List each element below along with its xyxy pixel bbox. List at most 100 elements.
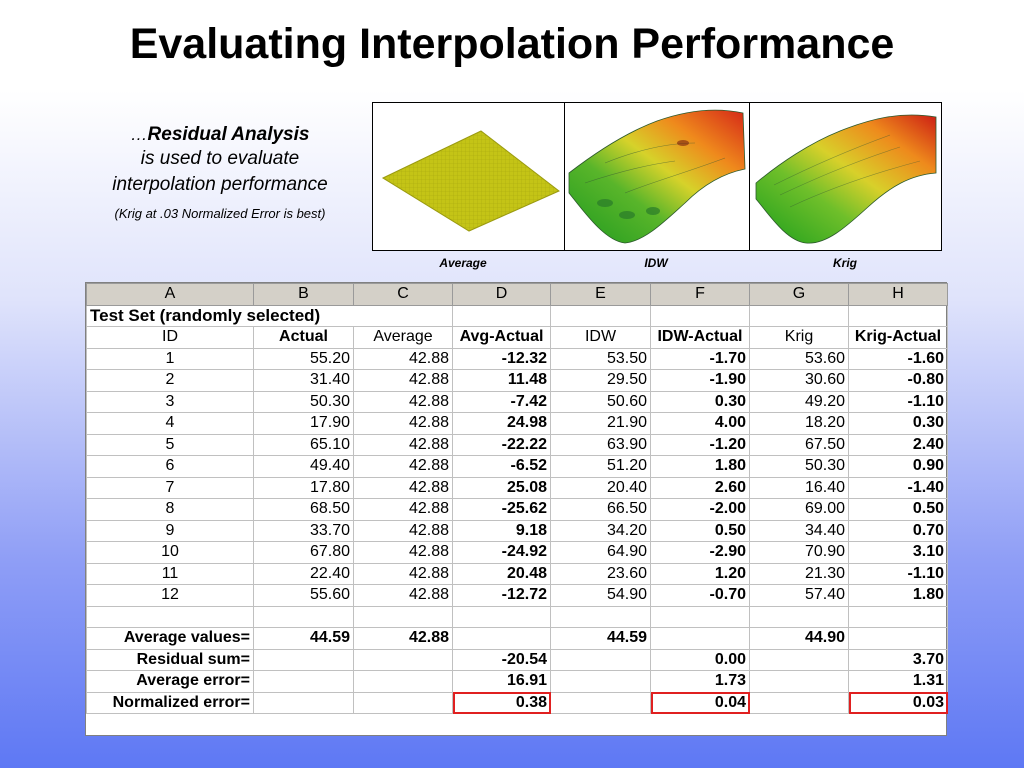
summary-value: 3.70 [848,648,948,671]
table-cell: 17.80 [253,476,354,499]
summary-row: Residual sum= -20.54 0.00 3.70 [86,648,948,671]
table-cell: 12 [86,584,254,607]
empty-cell [848,605,948,628]
idw-surface-graphic [568,109,746,244]
table-cell: 21.30 [749,562,849,585]
table-cell: 49.40 [253,455,354,478]
table-cell: 25.08 [452,476,551,499]
caption-krig: Krig [833,256,857,270]
summary-value [353,691,453,714]
table-cell: 5 [86,433,254,456]
table-cell: 53.60 [749,347,849,370]
table-cell: 1 [86,347,254,370]
table-cell: -22.22 [452,433,551,456]
summary-label: Average error= [86,670,254,693]
column-letter: F [650,283,750,306]
table-cell: 42.88 [353,476,453,499]
table-cell: 64.90 [550,541,651,564]
blank-row [86,605,948,628]
caption-idw: IDW [644,256,668,270]
table-cell: 18.20 [749,412,849,435]
table-cell: -1.20 [650,433,750,456]
summary-label: Residual sum= [86,648,254,671]
column-letter: A [86,283,254,306]
summary-value: 16.91 [452,670,551,693]
table-cell: 67.80 [253,541,354,564]
table-cell: 42.88 [353,412,453,435]
residual-table: A B C D E F G H Test Set (randomly selected) ID Ac… [86,283,948,714]
table-cell: 17.90 [253,412,354,435]
table-cell: 23.60 [550,562,651,585]
empty-cell [550,304,651,327]
table-cell: 50.60 [550,390,651,413]
table-cell: 63.90 [550,433,651,456]
table-cell: 42.88 [353,584,453,607]
table-cell: -2.00 [650,498,750,521]
column-letter: G [749,283,849,306]
column-letter: D [452,283,551,306]
table-cell: -7.42 [452,390,551,413]
table-cell: 0.70 [848,519,948,542]
summary-value: 44.59 [253,627,354,650]
table-cell: 4 [86,412,254,435]
column-letter: E [550,283,651,306]
table-cell: 34.40 [749,519,849,542]
summary-label: Normalized error= [86,691,254,714]
table-row: 12 55.60 42.88 -12.72 54.90 -0.70 57.40 1.80 [86,584,948,607]
table-cell: -1.10 [848,390,948,413]
table-cell: -2.90 [650,541,750,564]
table-cell: 20.40 [550,476,651,499]
table-row: 9 33.70 42.88 9.18 34.20 0.50 34.40 0.70 [86,519,948,542]
table-cell: 0.30 [650,390,750,413]
table-cell: 53.50 [550,347,651,370]
summary-value [550,691,651,714]
section-title-row: Test Set (randomly selected) [86,304,948,327]
table-cell: 1.20 [650,562,750,585]
intro-ellipsis: … [130,125,148,144]
summary-value [353,648,453,671]
summary-value: -20.54 [452,648,551,671]
table-cell: -0.80 [848,369,948,392]
table-cell: 10 [86,541,254,564]
table-cell: -25.62 [452,498,551,521]
table-cell: -1.90 [650,369,750,392]
empty-cell [749,304,849,327]
column-letter: C [353,283,453,306]
table-cell: 9 [86,519,254,542]
intro-text: …Residual Analysis is used to evaluate i… [80,124,360,221]
slide-title: Evaluating Interpolation Performance [129,20,895,68]
summary-value: 42.88 [353,627,453,650]
empty-cell [848,304,948,327]
column-letter: B [253,283,354,306]
table-cell: 0.50 [848,498,948,521]
table-cell: 69.00 [749,498,849,521]
column-header: Krig [749,326,849,349]
summary-value [353,670,453,693]
krig-surface-graphic [755,114,937,244]
table-cell: 51.20 [550,455,651,478]
table-cell: 42.88 [353,433,453,456]
table-cell: 42.88 [353,541,453,564]
summary-value [550,670,651,693]
table-cell: 3 [86,390,254,413]
table-cell: 57.40 [749,584,849,607]
summary-value: 0.00 [650,648,750,671]
summary-value [650,627,750,650]
table-cell: 0.30 [848,412,948,435]
table-cell: 8 [86,498,254,521]
column-header: Average [353,326,453,349]
table-cell: 7 [86,476,254,499]
column-header: ID [86,326,254,349]
table-cell: 55.60 [253,584,354,607]
surface-plots [372,102,942,251]
table-cell: 70.90 [749,541,849,564]
summary-value: 1.73 [650,670,750,693]
summary-value [749,648,849,671]
table-cell: 42.88 [353,455,453,478]
idw-surface-plot [564,102,750,251]
table-cell: 42.88 [353,390,453,413]
table-cell: 0.90 [848,455,948,478]
table-cell: 6 [86,455,254,478]
table-row: 6 49.40 42.88 -6.52 51.20 1.80 50.30 0.90 [86,455,948,478]
